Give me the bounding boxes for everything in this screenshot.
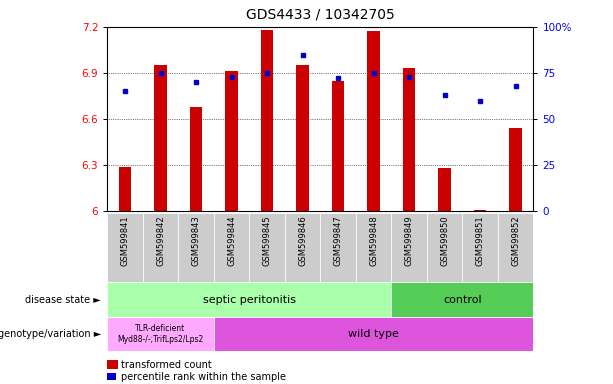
Bar [249, 213, 285, 282]
Text: GSM599849: GSM599849 [405, 215, 414, 266]
Bar [498, 213, 533, 282]
Bar [285, 213, 321, 282]
Bar [403, 68, 415, 211]
Bar [154, 65, 167, 211]
Text: GSM599842: GSM599842 [156, 215, 165, 266]
Bar [107, 317, 214, 351]
Bar [427, 213, 462, 282]
Text: control: control [443, 295, 482, 305]
Bar [178, 213, 214, 282]
Text: GSM599848: GSM599848 [369, 215, 378, 266]
Text: septic peritonitis: septic peritonitis [203, 295, 296, 305]
Text: transformed count: transformed count [121, 359, 212, 370]
Bar [226, 71, 238, 211]
Text: percentile rank within the sample: percentile rank within the sample [121, 372, 286, 382]
Text: TLR-deficient
Myd88-/-;TrifLps2/Lps2: TLR-deficient Myd88-/-;TrifLps2/Lps2 [118, 324, 204, 344]
Bar [143, 213, 178, 282]
Bar [438, 168, 451, 211]
Text: GSM599845: GSM599845 [262, 215, 272, 266]
Text: GSM599841: GSM599841 [121, 215, 129, 266]
Bar [296, 65, 309, 211]
Bar [321, 213, 356, 282]
Bar [261, 30, 273, 211]
Bar [190, 107, 202, 211]
Bar [391, 213, 427, 282]
Bar [214, 317, 551, 351]
Bar [367, 31, 380, 211]
Bar [509, 128, 522, 211]
Bar [119, 167, 131, 211]
Text: GDS4433 / 10342705: GDS4433 / 10342705 [246, 7, 395, 21]
Bar [391, 282, 533, 317]
Text: disease state ►: disease state ► [25, 295, 101, 305]
Bar [474, 210, 486, 211]
Text: GSM599852: GSM599852 [511, 215, 520, 266]
Text: GSM599843: GSM599843 [191, 215, 200, 266]
Bar [332, 81, 345, 211]
Text: GSM599850: GSM599850 [440, 215, 449, 266]
Bar [107, 213, 143, 282]
Text: GSM599844: GSM599844 [227, 215, 236, 266]
Bar [107, 282, 391, 317]
Bar [356, 213, 391, 282]
Bar [462, 213, 498, 282]
Text: GSM599847: GSM599847 [333, 215, 343, 266]
Text: GSM599846: GSM599846 [298, 215, 307, 266]
Bar [214, 213, 249, 282]
Text: wild type: wild type [348, 329, 399, 339]
Text: GSM599851: GSM599851 [476, 215, 484, 266]
Text: genotype/variation ►: genotype/variation ► [0, 329, 101, 339]
